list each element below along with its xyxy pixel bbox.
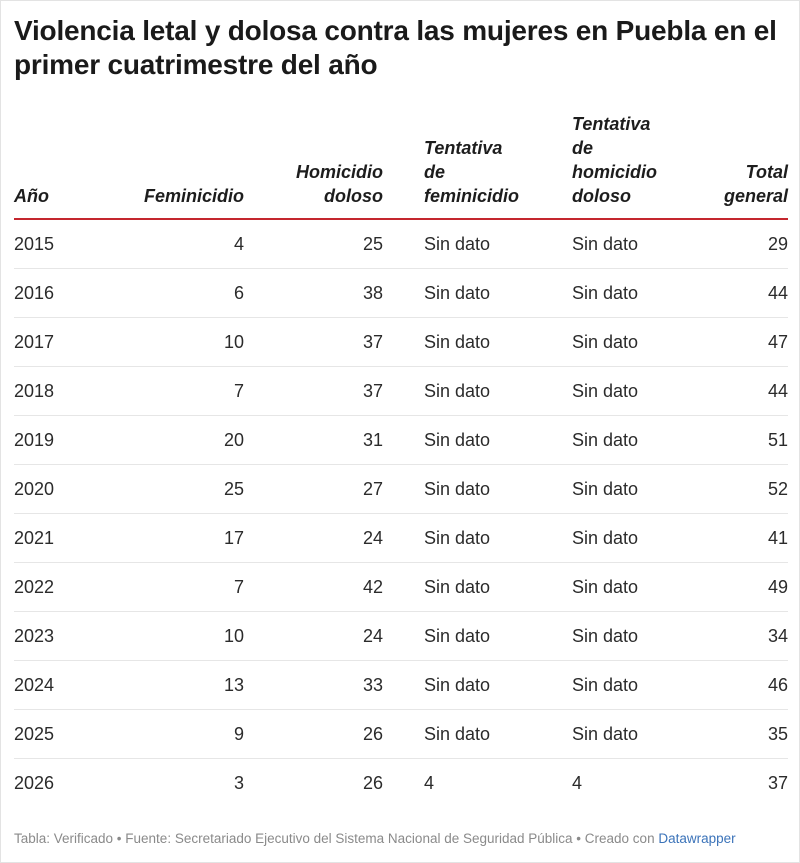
attempted-feminicide-cell: Sin dato [383,464,531,514]
year-cell: 2019 [14,415,110,465]
table-body: 2015 4 25 Sin dato Sin dato 29 2016 6 38 Sin dato… [14,219,788,807]
total-cell: 44 [657,366,788,416]
column-header-feminicide[interactable]: Feminicidio [110,112,244,220]
feminicide-cell: 7 [110,562,244,612]
column-header-year[interactable]: Año [14,112,110,220]
year-cell: 2017 [14,317,110,367]
attempted-homicide-cell: Sin dato [531,317,657,367]
year-cell: 2023 [14,611,110,661]
total-cell: 49 [657,562,788,612]
year-cell: 2015 [14,219,110,269]
attempted-homicide-cell: 4 [572,772,583,793]
homicide-cell: 24 [244,513,383,563]
homicide-cell: 42 [244,562,383,612]
footer-source: Tabla: Verificado • Fuente: Secretariado… [14,831,659,846]
feminicide-cell: 6 [110,268,244,318]
year-cell: 2020 [14,464,110,514]
feminicide-cell: 10 [110,611,244,661]
year-cell: 2026 [14,772,55,793]
homicide-cell: 37 [244,317,383,367]
attempted-feminicide-cell: 4 [424,772,435,793]
year-cell: 2024 [14,660,110,710]
attempted-homicide-cell: Sin dato [531,268,657,318]
total-cell: 51 [657,415,788,465]
year-cell: 2022 [14,562,110,612]
feminicide-cell: 13 [110,660,244,710]
feminicide-cell: 3 [233,772,244,793]
attempted-homicide-cell: Sin dato [531,464,657,514]
homicide-cell: 25 [244,219,383,269]
year-cell: 2021 [14,513,110,563]
total-cell: 29 [657,219,788,269]
year-cell: 2025 [14,709,110,759]
total-cell: 34 [657,611,788,661]
total-cell: 35 [657,709,788,759]
datawrapper-link[interactable]: Datawrapper [658,831,736,846]
column-header-attempted-homicide[interactable]: Tentativa de homicidio doloso [531,112,657,220]
table-row: 2022 7 42 Sin dato Sin dato 49 [14,562,788,612]
feminicide-cell: 25 [110,464,244,514]
table-row: 2024 13 33 Sin dato Sin dato 46 [14,660,788,710]
column-header-total[interactable]: Total general [657,112,788,220]
homicide-cell: 38 [244,268,383,318]
feminicide-cell: 10 [110,317,244,367]
feminicide-cell: 7 [110,366,244,416]
homicide-cell: 26 [362,772,383,793]
attempted-feminicide-cell: Sin dato [383,709,531,759]
attempted-homicide-cell: Sin dato [531,611,657,661]
attempted-homicide-cell: Sin dato [531,562,657,612]
data-table: Año Feminicidio Homicidio doloso Tentati… [14,112,788,807]
total-cell: 41 [657,513,788,563]
footer: Tabla: Verificado • Fuente: Secretariado… [14,831,736,846]
feminicide-cell: 20 [110,415,244,465]
column-header-homicide[interactable]: Homicidio doloso [244,112,383,220]
attempted-feminicide-cell: Sin dato [383,317,531,367]
table-row: 2018 7 37 Sin dato Sin dato 44 [14,366,788,416]
table-row: 2020 25 27 Sin dato Sin dato 52 [14,464,788,514]
table-row: 2026 3 26 4 4 37 [14,759,788,808]
homicide-cell: 33 [244,660,383,710]
attempted-homicide-cell: Sin dato [531,415,657,465]
attempted-feminicide-cell: Sin dato [383,660,531,710]
homicide-cell: 31 [244,415,383,465]
attempted-homicide-cell: Sin dato [531,709,657,759]
column-header-attempted-feminicide[interactable]: Tentativa de feminicidio [383,112,531,220]
chart-title: Violencia letal y dolosa contra las muje… [14,15,777,80]
attempted-homicide-cell: Sin dato [531,366,657,416]
total-cell: 47 [657,317,788,367]
attempted-feminicide-cell: Sin dato [383,366,531,416]
attempted-homicide-cell: Sin dato [531,513,657,563]
table-row: 2015 4 25 Sin dato Sin dato 29 [14,219,788,269]
homicide-cell: 37 [244,366,383,416]
attempted-feminicide-cell: Sin dato [383,415,531,465]
feminicide-cell: 9 [110,709,244,759]
attempted-feminicide-cell: Sin dato [383,219,531,269]
feminicide-cell: 4 [110,219,244,269]
table-row: 2019 20 31 Sin dato Sin dato 51 [14,415,788,465]
attempted-feminicide-cell: Sin dato [383,268,531,318]
attempted-feminicide-cell: Sin dato [383,562,531,612]
feminicide-cell: 17 [110,513,244,563]
total-cell: 52 [657,464,788,514]
total-cell: 44 [657,268,788,318]
year-cell: 2016 [14,268,110,318]
table-row: 2023 10 24 Sin dato Sin dato 34 [14,611,788,661]
attempted-homicide-cell: Sin dato [531,219,657,269]
total-cell: 37 [767,772,788,793]
table-row: 2017 10 37 Sin dato Sin dato 47 [14,317,788,367]
table-header-row: Año Feminicidio Homicidio doloso Tentati… [14,112,788,220]
table-row: 2025 9 26 Sin dato Sin dato 35 [14,709,788,759]
homicide-cell: 24 [244,611,383,661]
total-cell: 46 [657,660,788,710]
table-row: 2021 17 24 Sin dato Sin dato 41 [14,513,788,563]
attempted-feminicide-cell: Sin dato [383,513,531,563]
attempted-feminicide-cell: Sin dato [383,611,531,661]
table-row: 2016 6 38 Sin dato Sin dato 44 [14,268,788,318]
homicide-cell: 27 [244,464,383,514]
attempted-homicide-cell: Sin dato [531,660,657,710]
homicide-cell: 26 [244,709,383,759]
year-cell: 2018 [14,366,110,416]
